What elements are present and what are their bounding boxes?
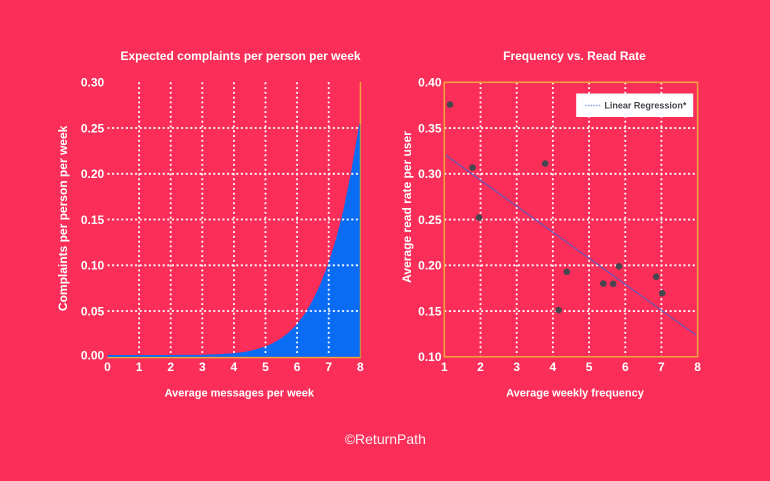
svg-text:0.40: 0.40 — [418, 76, 442, 90]
svg-text:7: 7 — [325, 360, 332, 374]
svg-text:1: 1 — [441, 360, 448, 374]
svg-text:0: 0 — [104, 360, 111, 374]
svg-text:©ReturnPath: ©ReturnPath — [345, 431, 426, 447]
svg-text:0.35: 0.35 — [418, 121, 442, 135]
svg-text:0.25: 0.25 — [81, 121, 105, 135]
svg-text:8: 8 — [357, 360, 364, 374]
svg-text:Average read rate per user: Average read rate per user — [400, 131, 414, 283]
svg-text:4: 4 — [231, 360, 238, 374]
svg-text:5: 5 — [586, 360, 593, 374]
svg-text:6: 6 — [622, 360, 629, 374]
svg-text:Complaints per person per week: Complaints per person per week — [56, 125, 70, 311]
svg-text:0.10: 0.10 — [81, 259, 105, 273]
svg-text:Frequency vs. Read Rate: Frequency vs. Read Rate — [503, 49, 646, 63]
svg-text:3: 3 — [199, 360, 206, 374]
svg-text:0.30: 0.30 — [81, 76, 105, 90]
svg-text:0.30: 0.30 — [418, 167, 442, 181]
svg-text:5: 5 — [262, 360, 269, 374]
svg-text:1: 1 — [136, 360, 143, 374]
svg-text:0.25: 0.25 — [418, 213, 442, 227]
svg-text:0.15: 0.15 — [418, 304, 442, 318]
svg-text:2: 2 — [167, 360, 174, 374]
svg-text:2: 2 — [477, 360, 484, 374]
svg-text:6: 6 — [294, 360, 301, 374]
svg-text:8: 8 — [694, 360, 701, 374]
svg-text:0.10: 0.10 — [418, 350, 442, 364]
svg-text:Expected complaints per person: Expected complaints per person per week — [120, 49, 360, 63]
svg-text:0.15: 0.15 — [81, 213, 105, 227]
svg-text:0.20: 0.20 — [81, 167, 105, 181]
svg-text:0.20: 0.20 — [418, 259, 442, 273]
svg-text:7: 7 — [658, 360, 665, 374]
svg-text:3: 3 — [513, 360, 520, 374]
svg-text:Linear Regression*: Linear Regression* — [604, 101, 687, 111]
svg-text:Average weekly frequency: Average weekly frequency — [506, 388, 645, 400]
svg-text:Average messages per week: Average messages per week — [165, 388, 315, 400]
svg-text:0.05: 0.05 — [81, 304, 105, 318]
svg-text:4: 4 — [550, 360, 557, 374]
svg-text:0.00: 0.00 — [81, 349, 105, 363]
